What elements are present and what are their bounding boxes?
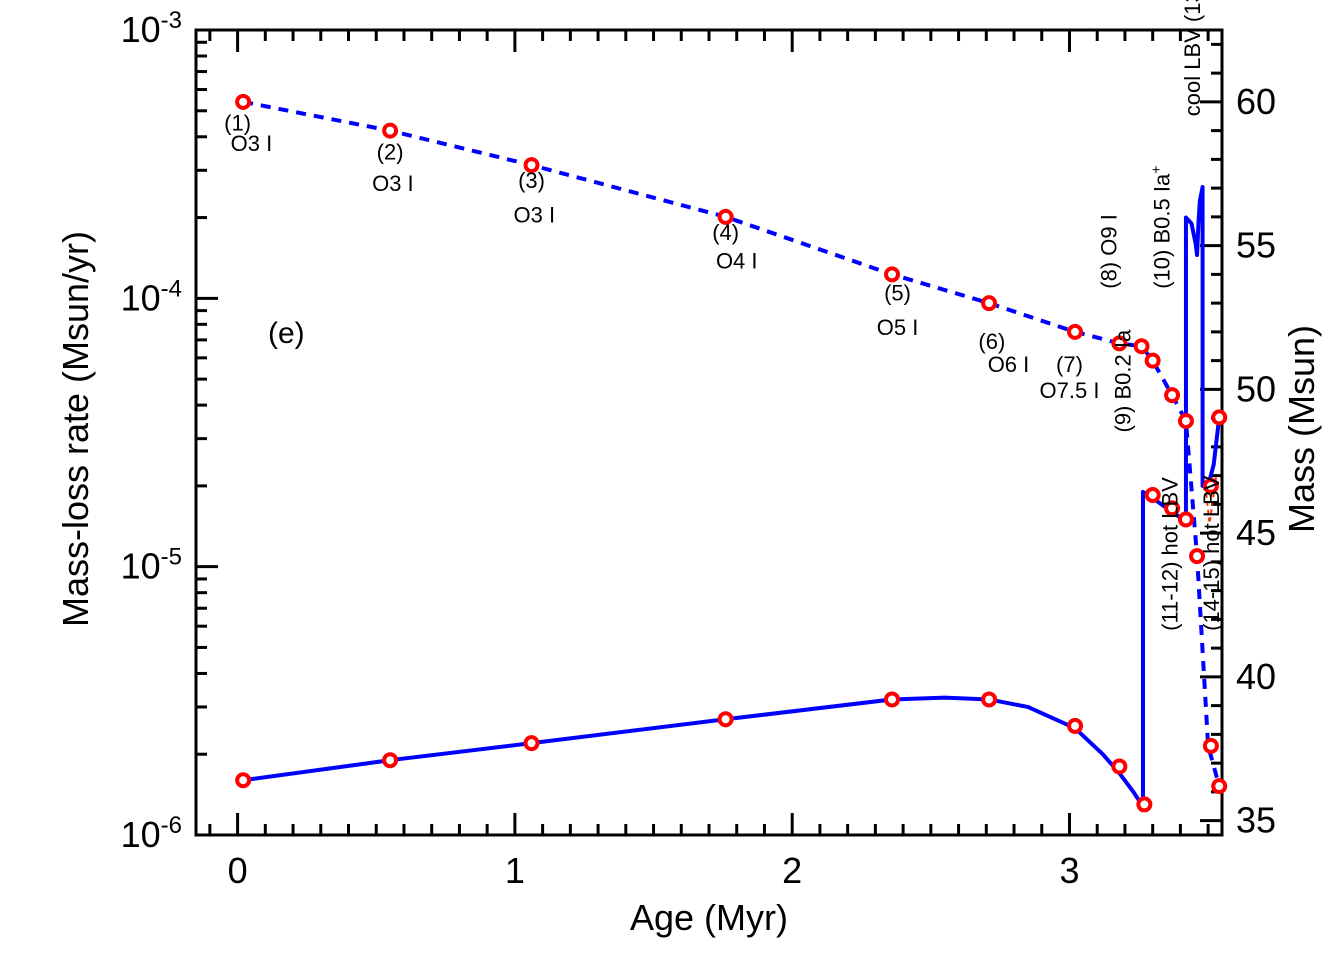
annotation-label: O3 I <box>514 203 556 228</box>
series-markers <box>235 93 1228 813</box>
mass-loss-rate-marker <box>1136 796 1153 813</box>
plot-frame <box>194 28 1224 837</box>
y-right-tick-label: 45 <box>1236 512 1276 553</box>
mass-marker <box>1111 335 1128 352</box>
x-tick-label: 0 <box>228 850 248 891</box>
annotation-label: (9) B0.2 Ia <box>1110 329 1135 432</box>
mass-loss-rate-marker <box>1111 758 1128 775</box>
annotation-label: (3) <box>518 168 545 193</box>
axis-ticks: 0 1 2 3 10-6 10-5 10-4 10-3 35 40 45 50 55 60 <box>121 7 1276 891</box>
mass-marker <box>235 93 252 110</box>
mass-curve-line <box>242 99 1222 787</box>
mass-loss-rate-marker <box>523 735 540 752</box>
annotation-label: (7) <box>1056 352 1083 377</box>
mass-marker <box>382 122 399 139</box>
y-right-tick-label: 40 <box>1236 656 1276 697</box>
y-left-tick-label: 10-3 <box>121 7 182 50</box>
annotation-label: (5) <box>884 280 911 305</box>
mass-marker <box>1164 387 1181 404</box>
y-right-tick-label: 60 <box>1236 81 1276 122</box>
mass-marker <box>717 208 734 225</box>
mass-marker <box>1211 778 1228 795</box>
mass-loss-rate-marker <box>235 772 252 789</box>
y-right-tick-label: 55 <box>1236 225 1276 266</box>
mass-loss-rate-marker <box>1177 511 1194 528</box>
mass-marker <box>1202 737 1219 754</box>
mass-loss-rate-marker <box>1202 477 1219 494</box>
y-left-tick-label: 10-6 <box>121 812 182 855</box>
annotation-label: (6) <box>978 329 1005 354</box>
x-tick-label: 1 <box>505 850 525 891</box>
mass-marker <box>1177 413 1194 429</box>
mass-loss-rate-marker <box>717 711 734 728</box>
annotations: (1)O3 I (2)O3 I (3)O3 I(4)O4 I(5)O5 I(6)O6… <box>224 0 1224 631</box>
mass-marker <box>523 157 540 174</box>
panel-label: (e) <box>268 317 305 350</box>
series-lines <box>242 99 1222 807</box>
annotation-label: O3 I <box>372 171 414 196</box>
x-tick-label: 3 <box>1059 850 1079 891</box>
mass-loss-rate-marker <box>1067 717 1084 734</box>
plot-frame-rect <box>194 28 1224 837</box>
annotation-label: (11-12) hot LBV <box>1158 477 1183 631</box>
y-right-axis-title: Mass (Msun) <box>1281 325 1322 533</box>
y-right-tick-label: 50 <box>1236 368 1276 409</box>
mass-marker <box>884 266 901 283</box>
annotation-label: (10) B0.5 Ia+ <box>1147 166 1174 289</box>
annotation-label: (1) <box>224 111 251 136</box>
mass-loss-rate-marker <box>1211 409 1228 426</box>
mass-loss-rate-marker <box>884 691 901 708</box>
y-right-tick-label: 35 <box>1236 800 1276 841</box>
annotation-label: O4 I <box>716 249 758 274</box>
mass-loss-rate-marker <box>1164 500 1181 517</box>
annotation-label: O5 I <box>877 315 919 340</box>
mass-loss-rate-marker <box>981 691 998 708</box>
annotation-label: (14-15) hot LBV <box>1199 475 1224 631</box>
y-left-axis-title: Mass-loss rate (Msun/yr) <box>55 231 96 627</box>
annotation-label: cool LBV (13) <box>1180 0 1205 116</box>
annotation-label: O7.5 I <box>1040 378 1100 403</box>
y-left-tick-label: 10-5 <box>121 544 182 587</box>
mass-loss-rate-marker <box>1144 486 1161 503</box>
mass-marker <box>1189 548 1206 565</box>
mass-marker <box>1067 323 1084 340</box>
annotation-label: (8) O9 I <box>1097 214 1122 289</box>
annotation-label: O3 I <box>231 131 273 156</box>
mass-loss-rate-line <box>242 184 1222 807</box>
annotation-label: (2) <box>377 139 404 164</box>
y-left-tick-label: 10-4 <box>121 275 182 318</box>
annotation-label: (4) <box>712 220 739 245</box>
mass-marker <box>1133 338 1150 355</box>
x-tick-label: 2 <box>782 850 802 891</box>
annotation-label: O6 I <box>988 352 1030 377</box>
mass-marker <box>1144 352 1161 369</box>
mass-marker <box>981 295 998 312</box>
x-axis-title: Age (Myr) <box>630 897 788 938</box>
mass-loss-rate-marker <box>382 752 399 769</box>
